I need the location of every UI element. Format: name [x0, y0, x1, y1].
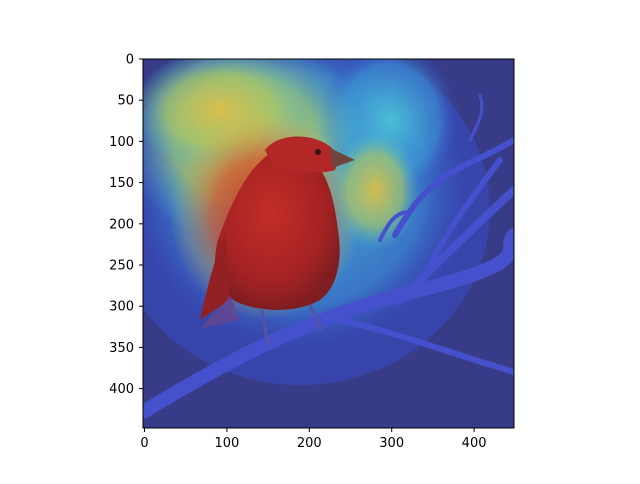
heatmap-image	[143, 59, 514, 428]
axes-frame	[142, 58, 515, 429]
y-tick-label: 200	[109, 217, 134, 232]
y-tick-label: 50	[117, 94, 134, 109]
x-tick-label: 400	[462, 436, 487, 451]
branch-graphic	[143, 93, 514, 419]
y-tick-label: 250	[109, 259, 134, 274]
y-tick-label: 100	[109, 135, 134, 150]
y-tick-label: 300	[109, 300, 134, 315]
bird-graphic	[200, 136, 355, 346]
x-tick-label: 0	[140, 436, 148, 451]
y-tick-label: 0	[126, 53, 134, 68]
y-tick-label: 150	[109, 176, 134, 191]
x-tick-label: 200	[297, 436, 322, 451]
x-axis: 0 100 200 300 400	[140, 428, 487, 451]
x-tick-label: 300	[379, 436, 404, 451]
x-tick-label: 100	[214, 436, 239, 451]
y-tick-label: 400	[109, 382, 134, 397]
y-tick-label: 350	[109, 341, 134, 356]
y-axis: 0 50 100 150 200 250 300 350 400	[109, 53, 143, 397]
